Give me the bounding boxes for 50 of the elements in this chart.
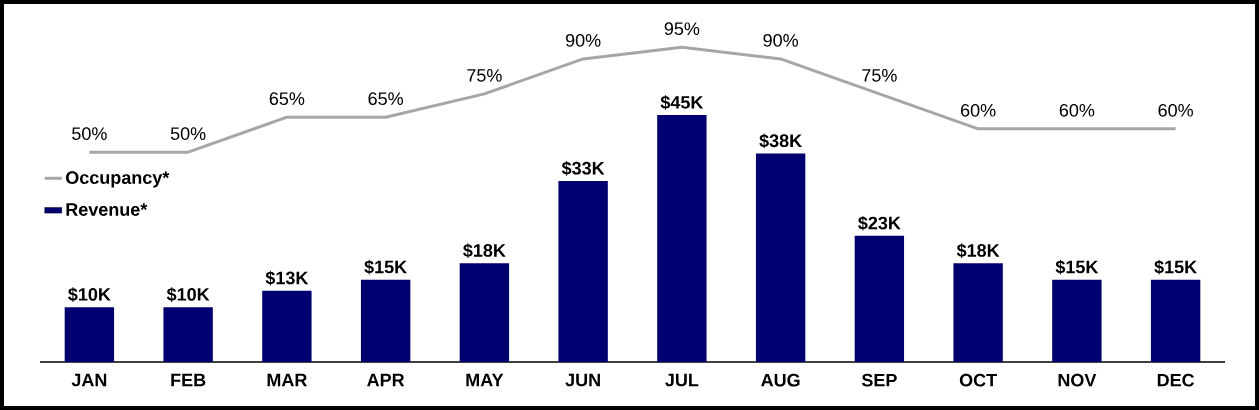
- bar: [163, 307, 213, 362]
- data-label: $18K: [463, 243, 506, 259]
- legend-label: Occupancy*: [66, 171, 170, 188]
- data-label: 50%: [170, 127, 206, 140]
- bar: [755, 153, 806, 362]
- x-tick-label: APR: [367, 373, 405, 387]
- data-label: $18K: [956, 243, 1000, 259]
- bar: [558, 180, 608, 362]
- legend-label: Revenue*: [66, 203, 148, 216]
- bar: [1052, 279, 1102, 362]
- data-label: $15K: [1055, 259, 1099, 275]
- x-tick-label: JAN: [71, 373, 107, 387]
- x-tick-label: FEB: [171, 373, 206, 387]
- data-label: $45K: [660, 95, 704, 110]
- x-tick-label: AUG: [761, 373, 800, 387]
- data-label: 60%: [961, 103, 996, 117]
- x-tick-label: DEC: [1157, 373, 1195, 387]
- x-tick-label: OCT: [959, 373, 997, 387]
- data-label: 75%: [467, 69, 502, 82]
- data-label: 75%: [862, 69, 897, 82]
- data-label: 60%: [1158, 103, 1193, 117]
- x-tick-label: JUL: [665, 373, 699, 387]
- data-label: 90%: [763, 33, 798, 47]
- data-label: $10K: [68, 287, 111, 302]
- data-label: $10K: [166, 287, 210, 302]
- bar: [854, 235, 905, 362]
- data-label: $23K: [858, 215, 901, 231]
- x-tick-label: MAY: [466, 373, 504, 387]
- data-label: 65%: [368, 92, 403, 106]
- data-label: 95%: [664, 22, 700, 36]
- bar: [360, 279, 411, 362]
- data-label: $38K: [759, 133, 802, 149]
- x-tick-label: NOV: [1058, 373, 1097, 387]
- data-label: 90%: [565, 33, 601, 47]
- x-tick-label: SEP: [861, 373, 897, 387]
- bar: [1150, 279, 1201, 362]
- bar: [262, 290, 312, 362]
- data-label: 60%: [1059, 103, 1095, 117]
- bar: [657, 115, 707, 362]
- x-tick-label: MAR: [267, 373, 308, 387]
- bar: [459, 263, 510, 362]
- data-label: 65%: [269, 92, 305, 106]
- data-label: $33K: [561, 161, 605, 176]
- x-tick-label: JUN: [565, 373, 600, 387]
- data-label: $15K: [1154, 259, 1197, 275]
- bar: [953, 263, 1003, 362]
- bar: [64, 307, 115, 362]
- data-label: 50%: [72, 127, 107, 140]
- data-label: $15K: [364, 259, 407, 275]
- data-label: $13K: [265, 270, 309, 286]
